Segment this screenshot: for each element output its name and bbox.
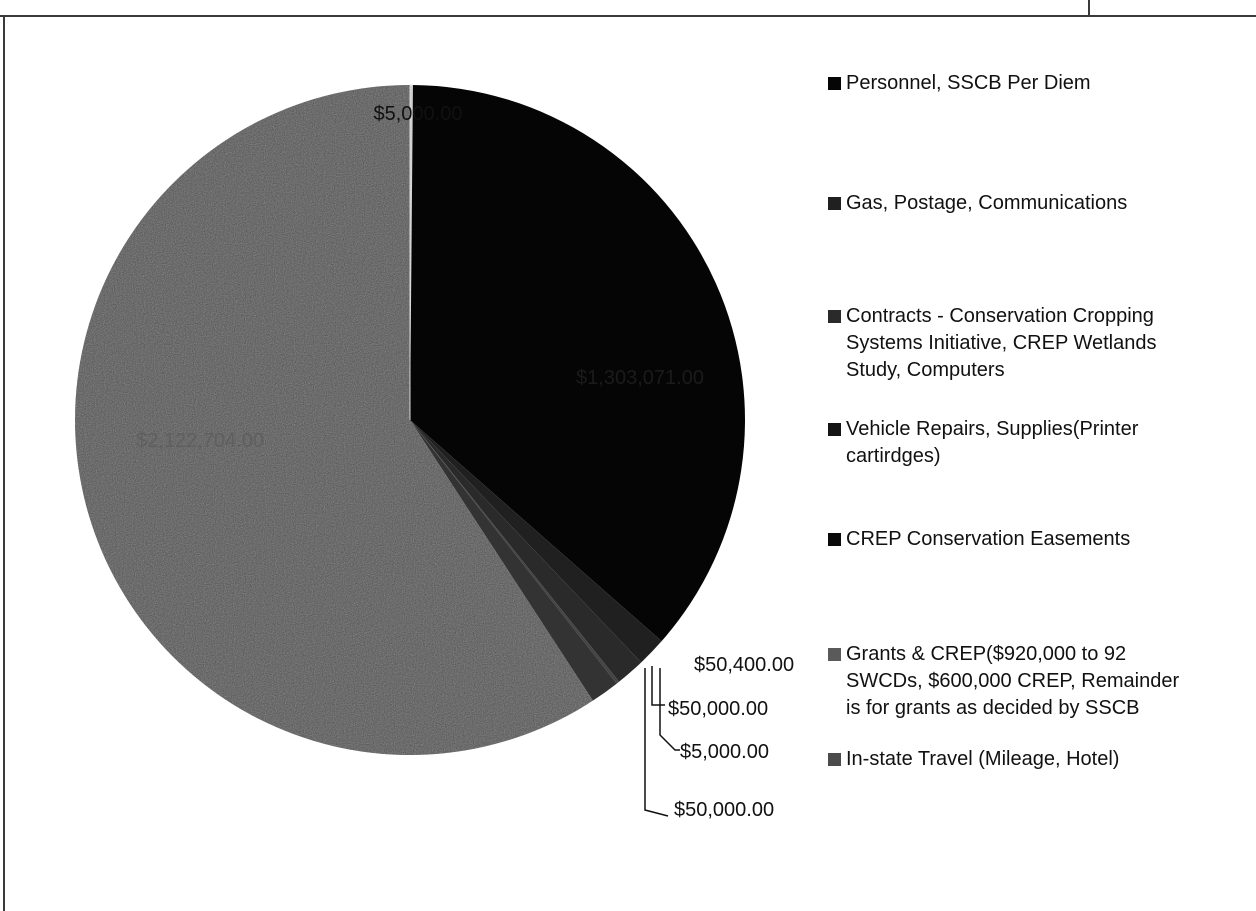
frame-border-top <box>0 15 1090 17</box>
pie-slices <box>75 84 745 755</box>
legend-swatch <box>828 753 841 766</box>
frame-tab-border-left <box>1088 0 1090 17</box>
legend-label: Gas, Postage, Communications <box>846 192 1128 214</box>
legend-swatch <box>828 533 841 546</box>
legend-label: Grants & CREP($920,000 to 92 SWCDs, $600… <box>846 643 1180 719</box>
pie-slice-2 <box>410 85 745 642</box>
legend-swatch <box>828 423 841 436</box>
legend-swatch <box>828 648 841 661</box>
legend-item-1: Personnel, SSCB Per Diem <box>828 70 1091 97</box>
pie-data-label-5: $5,000.00 <box>680 741 769 763</box>
pie-data-label-6: $50,000.00 <box>674 799 774 821</box>
legend-label: CREP Conservation Easements <box>846 528 1131 550</box>
legend-swatch <box>828 310 841 323</box>
pie-slice-3 <box>410 420 662 663</box>
legend-item-4: Vehicle Repairs, Supplies(Printer cartir… <box>828 416 1138 470</box>
legend-label: Personnel, SSCB Per Diem <box>846 72 1091 94</box>
legend-label: In-state Travel (Mileage, Hotel) <box>846 748 1120 770</box>
legend-item-5: CREP Conservation Easements <box>828 526 1130 553</box>
leader-line-4 <box>651 666 665 706</box>
pie-slice-7 <box>75 85 593 755</box>
legend-item-2: Gas, Postage, Communications <box>828 190 1127 217</box>
pie-slice-6 <box>410 420 617 701</box>
legend-label: Contracts - Conservation Cropping System… <box>846 305 1157 381</box>
pie-data-label-3: $50,400.00 <box>694 654 794 676</box>
legend-swatch <box>828 77 841 90</box>
legend-label: Vehicle Repairs, Supplies(Printer cartir… <box>846 418 1139 467</box>
leader-line-6 <box>644 668 669 817</box>
pie-data-label-7: $2,122,704.00 <box>136 430 264 452</box>
leader-line-5 <box>659 668 680 751</box>
pie-data-label-2: $1,303,071.00 <box>576 367 704 389</box>
pie-slice-5 <box>410 420 620 684</box>
legend-item-6: Grants & CREP($920,000 to 92 SWCDs, $600… <box>828 641 1179 722</box>
frame-border-left <box>3 15 5 911</box>
frame-tab-border-top <box>1088 15 1256 17</box>
pie-slice-4 <box>410 420 642 682</box>
legend-item-7: In-state Travel (Mileage, Hotel) <box>828 746 1119 773</box>
legend-swatch <box>828 197 841 210</box>
pie-data-label-4: $50,000.00 <box>668 698 768 720</box>
pie-data-labels: $5,000.00 $1,303,071.00 $50,400.00 $50,000.… <box>136 103 794 821</box>
legend-item-3: Contracts - Conservation Cropping System… <box>828 303 1157 384</box>
pie-data-label-1: $5,000.00 <box>374 103 463 125</box>
pie-leader-lines <box>409 85 680 817</box>
